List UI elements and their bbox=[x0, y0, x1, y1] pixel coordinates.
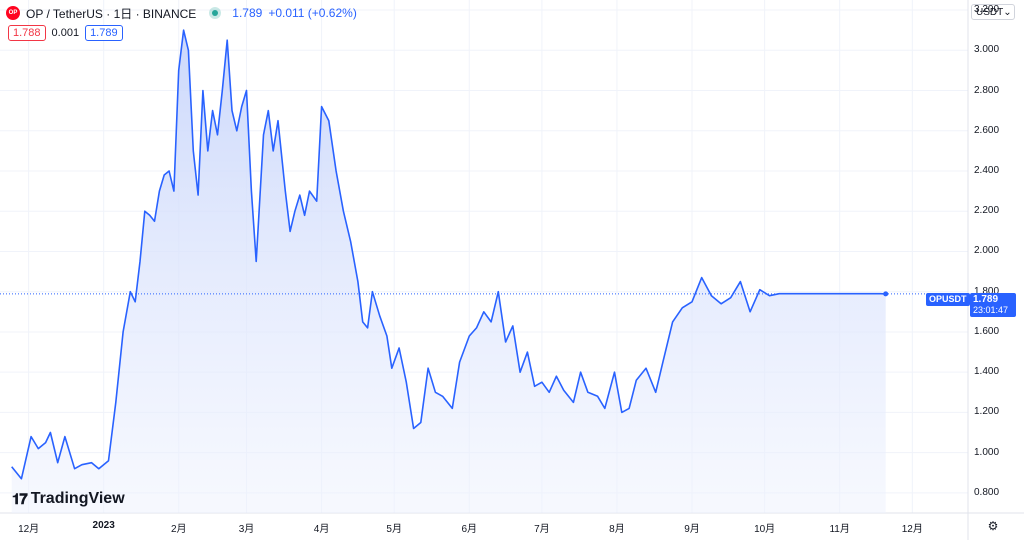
legend-header: OP OP / TetherUS · 1日 · BINANCE 1.789 +0… bbox=[6, 4, 357, 22]
bar-countdown: 23:01:47 bbox=[973, 305, 1009, 315]
x-tick-label: 5月 bbox=[386, 524, 402, 535]
spread-value: 0.001 bbox=[51, 27, 80, 39]
gear-icon[interactable]: ⚙ bbox=[987, 519, 999, 533]
currency-label: USDT bbox=[976, 6, 1004, 18]
price-area bbox=[11, 30, 886, 513]
symbol-title[interactable]: OP / TetherUS · 1日 · BINANCE bbox=[26, 6, 197, 21]
x-tick-label: 12月 bbox=[901, 524, 923, 535]
y-tick-label: 1.800 bbox=[974, 285, 1000, 297]
x-tick-label: 8月 bbox=[609, 524, 625, 535]
y-tick-label: 1.000 bbox=[974, 446, 1000, 458]
x-tick-label: 2月 bbox=[170, 524, 187, 535]
series-tag: OPUSDT bbox=[926, 293, 970, 306]
x-tick-label: 10月 bbox=[754, 524, 776, 535]
op-logo: OP bbox=[6, 6, 20, 20]
legend-price: 1.789 bbox=[232, 6, 263, 20]
x-tick-label: 12月 bbox=[18, 524, 40, 535]
tradingview-logo: 𝟏𝟕 TradingView bbox=[12, 490, 125, 508]
y-tick-label: 1.400 bbox=[974, 366, 1000, 378]
chevron-down-icon: ⌄ bbox=[1003, 6, 1012, 18]
x-tick-label: 7月 bbox=[534, 524, 550, 535]
y-tick-label: 2.400 bbox=[974, 165, 1000, 176]
x-tick-label: 2023 bbox=[92, 520, 115, 531]
y-tick-label: 2.000 bbox=[974, 245, 1000, 257]
currency-selector[interactable]: USDT ⌄ bbox=[971, 4, 1015, 20]
y-tick-label: 1.600 bbox=[974, 325, 1000, 337]
tradingview-mark-icon: 𝟏𝟕 bbox=[12, 490, 28, 508]
last-price-tag: 1.789 23:01:47 bbox=[970, 293, 1016, 317]
y-tick-label: 0.800 bbox=[974, 486, 1000, 498]
y-tick-label: 3.200 bbox=[974, 4, 1000, 16]
x-tick-label: 4月 bbox=[313, 524, 330, 535]
y-tick-label: 3.000 bbox=[974, 44, 1000, 56]
x-tick-label: 3月 bbox=[238, 524, 255, 535]
last-price-value: 1.789 bbox=[973, 294, 999, 305]
bid-price[interactable]: 1.788 bbox=[8, 25, 46, 41]
y-tick-label: 1.200 bbox=[974, 406, 1000, 418]
x-tick-label: 9月 bbox=[684, 524, 700, 535]
y-tick-label: 2.600 bbox=[974, 124, 1000, 136]
x-tick-label: 6月 bbox=[461, 524, 478, 535]
price-line bbox=[11, 29, 886, 480]
y-tick-label: 2.200 bbox=[974, 205, 1000, 217]
quote-boxes: 1.788 0.001 1.789 bbox=[8, 25, 123, 41]
ask-price[interactable]: 1.789 bbox=[85, 25, 123, 41]
tradingview-wordmark: TradingView bbox=[30, 490, 125, 507]
legend-change: +0.011 (+0.62%) bbox=[268, 6, 357, 20]
last-price-dot bbox=[883, 291, 889, 297]
market-open-indicator bbox=[212, 10, 219, 16]
x-tick-label: 11月 bbox=[829, 524, 850, 535]
y-tick-label: 2.800 bbox=[974, 84, 1000, 96]
